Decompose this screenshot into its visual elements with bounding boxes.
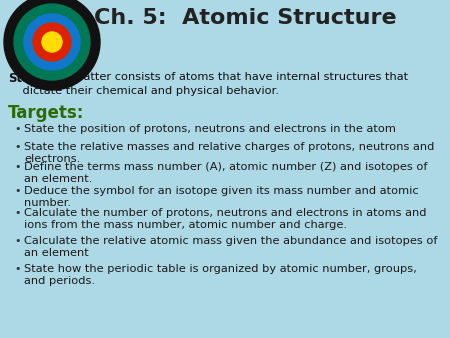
Circle shape (4, 0, 100, 90)
Text: State how the periodic table is organized by atomic number, groups,: State how the periodic table is organize… (24, 264, 417, 274)
Text: Calculate the number of protons, neutrons and electrons in atoms and: Calculate the number of protons, neutron… (24, 208, 427, 218)
Text: •: • (14, 142, 21, 152)
Text: Targets:: Targets: (8, 104, 85, 122)
Text: •: • (14, 162, 21, 172)
Text: •: • (14, 236, 21, 246)
Text: electrons.: electrons. (24, 154, 80, 164)
Text: Define the terms mass number (A), atomic number (Z) and isotopes of: Define the terms mass number (A), atomic… (24, 162, 428, 172)
Text: Standards:: Standards: (8, 72, 81, 85)
Text: number.: number. (24, 198, 71, 208)
Circle shape (14, 4, 90, 80)
Text: an element: an element (24, 248, 89, 258)
Circle shape (42, 32, 62, 52)
Text: and periods.: and periods. (24, 276, 95, 286)
Text: dictate their chemical and physical behavior.: dictate their chemical and physical beha… (8, 86, 279, 96)
Text: •: • (14, 186, 21, 196)
Text: •: • (14, 264, 21, 274)
Text: •: • (14, 124, 21, 134)
Text: State the relative masses and relative charges of protons, neutrons and: State the relative masses and relative c… (24, 142, 434, 152)
Text: ions from the mass number, atomic number and charge.: ions from the mass number, atomic number… (24, 220, 347, 230)
Text: •: • (14, 208, 21, 218)
Circle shape (33, 23, 71, 61)
Text: Deduce the symbol for an isotope given its mass number and atomic: Deduce the symbol for an isotope given i… (24, 186, 418, 196)
Text: Ch. 5:  Atomic Structure: Ch. 5: Atomic Structure (94, 8, 396, 28)
Text: an element.: an element. (24, 174, 92, 184)
Circle shape (24, 14, 80, 70)
Text: Calculate the relative atomic mass given the abundance and isotopes of: Calculate the relative atomic mass given… (24, 236, 437, 246)
Text: State the position of protons, neutrons and electrons in the atom: State the position of protons, neutrons … (24, 124, 396, 134)
Text: Matter consists of atoms that have internal structures that: Matter consists of atoms that have inter… (70, 72, 408, 82)
